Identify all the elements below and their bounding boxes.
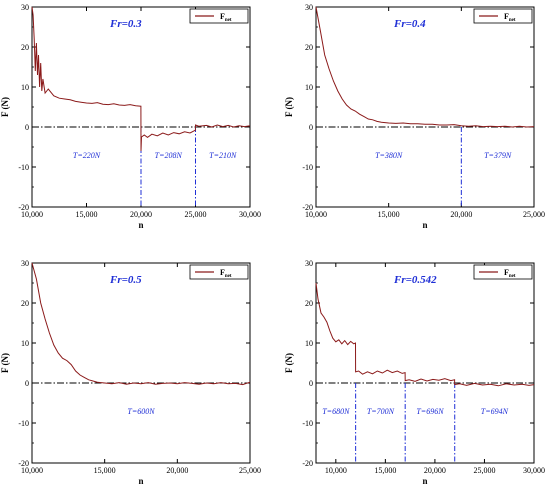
chart-4-x-tick-label: 20,000 [424,466,446,475]
chart-2-annotation-label: T=380N [375,151,403,160]
chart-3-x-tick-label: 10,000 [21,466,43,475]
chart-2-chart-title: Fr=0.4 [393,18,426,30]
chart-4-chart-title: Fr=0.542 [393,274,437,286]
chart-3-legend-label: Fnet [220,268,232,279]
chart-panel-3: -20 -10 0 10 20 30 10,000 15,000 20,000 25,000 n F … [0,259,261,485]
chart-1-y-tick-label: -20 [18,203,29,212]
chart-4-y-tick-label: 20 [305,299,313,308]
chart-2-y-tick-label: -10 [302,163,313,172]
chart-4-x-tick-label: 25,000 [473,466,495,475]
chart-3-x-tick-label: 25,000 [239,466,261,475]
chart-4-plot-frame [315,262,535,464]
chart-2-legend-box [473,8,533,24]
chart-3-plot-frame [31,262,251,464]
chart-4-legend-label: Fnet [504,268,516,279]
chart-2-y-tick-label: 20 [305,43,313,52]
chart-2-y-tick-label: 10 [305,83,313,92]
chart-4-y-axis-label: F (N) [284,353,294,373]
chart-4-annotation-label: T=680N [322,407,350,416]
chart-panel-1: -20 -10 0 10 20 30 10,000 15,000 20,000 25,000 30,… [0,3,261,230]
chart-4-annotation-label: T=696N [416,407,444,416]
chart-1-x-tick-label: 25,000 [185,210,207,219]
chart-4-legend-box [473,264,533,280]
chart-4-y-tick-label: 0 [309,379,313,388]
chart-3-x-tick-label: 20,000 [166,466,188,475]
chart-2-y-axis-label: F (N) [284,97,294,117]
chart-1-y-axis-label: F (N) [0,97,10,117]
chart-2-annotation-label: T=379N [484,151,512,160]
chart-2-y-tick-label: 0 [309,123,313,132]
chart-4-x-axis-label: n [422,476,427,485]
chart-4-y-tick-label: -10 [302,419,313,428]
chart-4-y-tick-label: 30 [305,259,313,268]
chart-1-x-tick-label: 30,000 [239,210,261,219]
chart-1-annotation-label: T=220N [73,151,101,160]
chart-4-x-tick-label: 30,000 [523,466,545,475]
chart-3-y-axis-label: F (N) [0,353,10,373]
chart-3-x-axis-label: n [138,476,143,485]
chart-1-x-tick-label: 15,000 [76,210,98,219]
chart-4-annotation-label: T=700N [367,407,395,416]
chart-panel-4: -20 -10 0 10 20 30 10,000 15,000 20,000 25,000 30,… [284,259,545,485]
chart-panel-2: -20 -10 0 10 20 30 10,000 15,000 20,000 25,000 n F … [284,3,545,230]
chart-1-y-tick-label: 20 [21,43,29,52]
chart-2-x-tick-label: 25,000 [523,210,545,219]
chart-1-legend-box [189,8,249,24]
chart-1-annotation-label: T=210N [209,151,237,160]
chart-4-y-tick-label: -20 [302,459,313,468]
chart-3-y-tick-label: 10 [21,339,29,348]
chart-1-y-tick-label: 30 [21,3,29,12]
chart-4-x-tick-label: 10,000 [325,466,347,475]
chart-1-annotation-label: T=208N [155,151,183,160]
chart-1-chart-title: Fr=0.3 [109,18,142,30]
chart-2-legend-label: Fnet [504,12,516,23]
chart-1-x-axis-label: n [138,220,143,230]
chart-2-x-tick-label: 20,000 [450,210,472,219]
chart-4-series-line [315,282,535,387]
chart-4-y-tick-label: 10 [305,339,313,348]
chart-1-y-tick-label: -10 [18,163,29,172]
chart-2-y-tick-label: -20 [302,203,313,212]
chart-3-x-tick-label: 15,000 [94,466,116,475]
chart-2-x-tick-label: 10,000 [305,210,327,219]
chart-2-x-tick-label: 15,000 [378,210,400,219]
chart-1-x-tick-label: 20,000 [130,210,152,219]
chart-4-x-tick-label: 15,000 [374,466,396,475]
chart-1-y-tick-label: 10 [21,83,29,92]
chart-4-annotation-label: T=694N [481,407,509,416]
chart-3-chart-title: Fr=0.5 [109,274,142,286]
chart-3-y-tick-label: 30 [21,259,29,268]
chart-2-series-line [315,6,535,128]
chart-3-y-tick-label: 0 [25,379,29,388]
chart-1-series-line [31,6,251,152]
chart-3-y-tick-label: 20 [21,299,29,308]
chart-3-y-tick-label: -20 [18,459,29,468]
chart-3-annotation-label: T=600N [127,407,155,416]
chart-2-y-tick-label: 30 [305,3,313,12]
chart-3-legend-box [189,264,249,280]
chart-2-x-axis-label: n [422,220,427,230]
chart-3-y-tick-label: -10 [18,419,29,428]
chart-3-series-line [31,262,251,386]
chart-1-x-tick-label: 10,000 [21,210,43,219]
chart-1-y-tick-label: 0 [25,123,29,132]
chart-1-legend-label: Fnet [220,12,232,23]
